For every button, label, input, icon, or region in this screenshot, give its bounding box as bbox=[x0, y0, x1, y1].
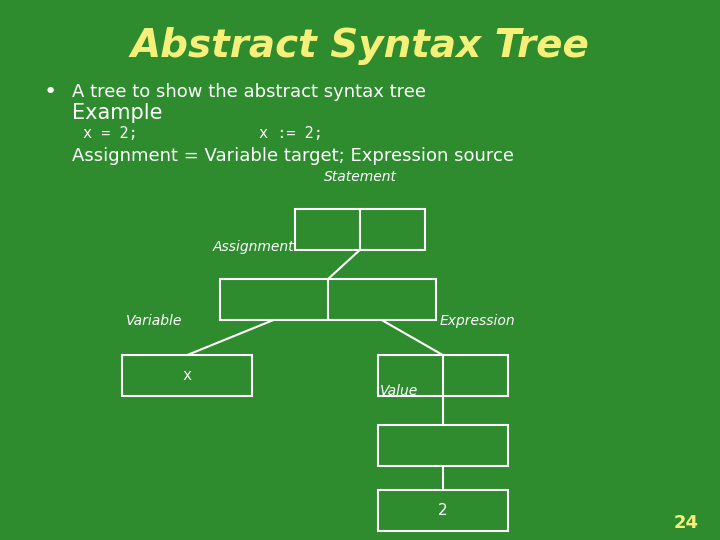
Text: Value: Value bbox=[379, 384, 418, 398]
FancyBboxPatch shape bbox=[378, 426, 508, 465]
FancyBboxPatch shape bbox=[122, 355, 252, 395]
Text: x: x bbox=[183, 368, 192, 383]
Text: 24: 24 bbox=[673, 514, 698, 532]
Text: Abstract Syntax Tree: Abstract Syntax Tree bbox=[130, 27, 590, 65]
FancyBboxPatch shape bbox=[295, 210, 425, 249]
FancyBboxPatch shape bbox=[378, 355, 508, 395]
Text: Assignment: Assignment bbox=[212, 240, 294, 254]
Text: •: • bbox=[43, 82, 56, 102]
FancyBboxPatch shape bbox=[378, 490, 508, 530]
FancyBboxPatch shape bbox=[220, 280, 436, 320]
Text: x := 2;: x := 2; bbox=[259, 126, 323, 141]
Text: A tree to show the abstract syntax tree: A tree to show the abstract syntax tree bbox=[72, 83, 426, 101]
Text: x = 2;: x = 2; bbox=[83, 126, 138, 141]
Text: Example: Example bbox=[72, 103, 163, 124]
Text: Variable: Variable bbox=[126, 314, 182, 328]
Text: 2: 2 bbox=[438, 503, 448, 518]
Text: Expression: Expression bbox=[439, 314, 515, 328]
Text: Assignment = Variable target; Expression source: Assignment = Variable target; Expression… bbox=[72, 146, 514, 165]
Text: Statement: Statement bbox=[323, 170, 397, 184]
